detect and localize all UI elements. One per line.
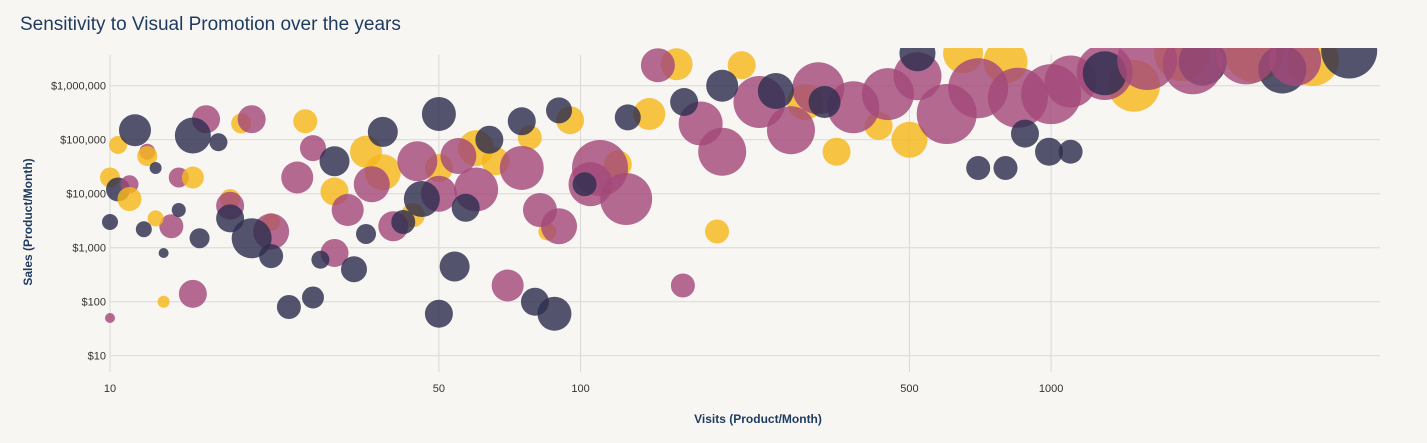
data-point — [135, 221, 152, 238]
data-point — [706, 69, 739, 102]
data-point — [276, 294, 301, 319]
data-point — [397, 141, 438, 182]
data-point — [301, 286, 324, 309]
data-point — [600, 172, 653, 225]
data-point — [105, 313, 115, 323]
y-axis-label: Sales (Product/Month) — [21, 158, 35, 285]
data-point — [293, 109, 318, 134]
data-point — [546, 97, 573, 124]
y-tick-label: $1,000,000 — [51, 81, 106, 93]
data-point — [541, 208, 578, 245]
x-tick-label: 10 — [104, 383, 116, 395]
data-point — [171, 203, 186, 217]
data-point — [149, 161, 162, 174]
x-tick-label: 50 — [433, 383, 445, 395]
data-point — [727, 51, 756, 80]
data-point — [439, 251, 470, 282]
data-point — [966, 155, 991, 180]
data-point — [451, 193, 480, 222]
data-point — [340, 256, 367, 283]
data-point — [319, 146, 350, 177]
data-point — [670, 273, 695, 298]
y-tick-label: $10 — [88, 351, 106, 363]
data-point — [507, 107, 536, 136]
data-point — [367, 116, 398, 147]
data-point — [259, 244, 284, 269]
data-point — [899, 48, 936, 72]
data-point — [705, 219, 730, 244]
y-tick-label: $10,000 — [66, 189, 106, 201]
data-point — [181, 166, 204, 189]
data-point — [421, 96, 456, 131]
data-point — [158, 247, 169, 258]
data-point — [356, 223, 377, 244]
data-point — [353, 166, 390, 203]
data-point — [118, 114, 151, 147]
data-point — [537, 296, 572, 331]
tick-labels: 10 50 100 500 1000 $10 $100 $1,000 $10,000 $100,0… — [51, 81, 1063, 395]
y-tick-label: $100 — [82, 297, 106, 309]
data-point — [109, 135, 128, 154]
data-point — [670, 88, 699, 116]
data-point — [189, 228, 210, 249]
x-tick-label: 100 — [571, 383, 589, 395]
data-point — [117, 186, 142, 211]
y-tick-label: $1,000 — [72, 243, 106, 255]
x-tick-label: 1000 — [1039, 383, 1063, 395]
data-point — [1117, 48, 1178, 90]
data-point — [766, 106, 815, 155]
data-point — [993, 155, 1018, 180]
data-point — [331, 194, 364, 226]
data-point — [1010, 119, 1039, 148]
data-points — [100, 48, 1378, 331]
data-point — [1321, 48, 1378, 79]
data-point — [757, 72, 794, 109]
data-point — [1082, 51, 1127, 96]
x-tick-label: 500 — [900, 383, 918, 395]
data-point — [822, 137, 851, 166]
data-point — [237, 105, 266, 134]
data-point — [299, 135, 326, 162]
data-point — [1162, 48, 1223, 95]
data-point — [231, 218, 272, 259]
data-point — [403, 180, 440, 217]
data-point — [491, 269, 524, 302]
data-point — [159, 214, 184, 239]
data-point — [102, 213, 118, 230]
data-point — [698, 127, 747, 176]
data-point — [440, 138, 477, 174]
data-point — [209, 133, 228, 152]
data-point — [633, 97, 666, 130]
data-point — [808, 86, 841, 118]
data-point — [391, 209, 416, 234]
data-point — [475, 125, 504, 154]
data-point — [614, 104, 641, 131]
chart-title: Sensitivity to Visual Promotion over the… — [20, 14, 401, 35]
data-point — [1058, 139, 1083, 164]
data-point — [1216, 48, 1277, 85]
y-tick-label: $100,000 — [60, 135, 106, 147]
data-point — [147, 210, 164, 227]
data-point — [1269, 48, 1322, 86]
data-point — [311, 250, 330, 269]
data-point — [640, 48, 675, 83]
data-point — [572, 172, 597, 197]
data-point — [1035, 137, 1064, 166]
data-point — [281, 161, 314, 194]
x-axis-label: Visits (Product/Month) — [694, 412, 822, 426]
data-point — [178, 279, 207, 308]
data-point — [424, 299, 453, 328]
data-point — [174, 117, 211, 154]
data-point — [499, 145, 544, 190]
data-point — [137, 146, 158, 166]
data-point — [891, 121, 928, 158]
data-point — [157, 295, 170, 308]
